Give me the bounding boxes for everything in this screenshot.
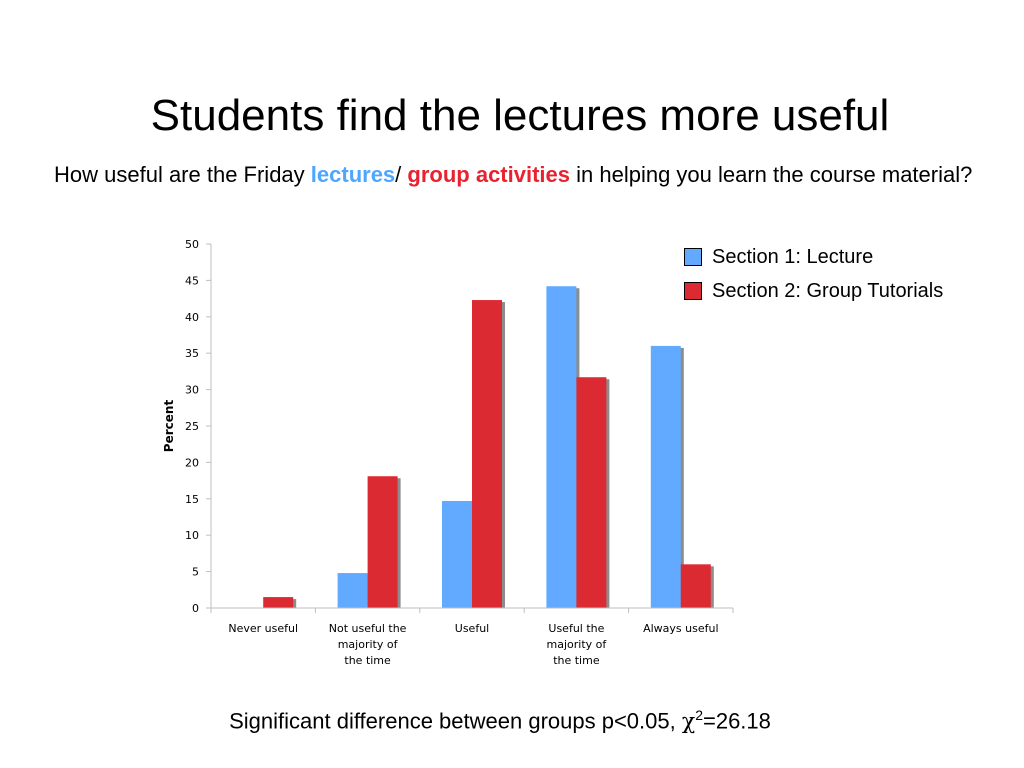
chi-value: =26.18	[702, 708, 771, 734]
x-tick-label: Useful the majority of the time	[547, 622, 608, 667]
y-axis: 0 5 10 15 20 25 30 35 40 45 50	[185, 238, 212, 615]
bar-tutorial	[367, 476, 398, 608]
bar-lecture	[650, 345, 681, 608]
y-tick-label: 40	[185, 311, 199, 324]
question-text-start: How useful are the Friday	[54, 162, 311, 187]
bar-tutorial	[680, 564, 711, 608]
y-tick-label: 45	[185, 274, 199, 287]
bar-tutorial	[263, 597, 294, 608]
bar-tutorial	[472, 300, 502, 608]
legend-swatch-lecture	[684, 248, 702, 266]
x-tick-label: Not useful the majority of the time	[329, 622, 407, 667]
question-text-end: in helping you learn the course material…	[570, 162, 973, 187]
survey-question: How useful are the Friday lectures/ grou…	[54, 160, 994, 190]
y-tick-label: 30	[185, 384, 199, 397]
y-tick-label: 50	[185, 238, 199, 251]
y-tick-label: 15	[185, 493, 199, 506]
question-slash: /	[395, 162, 408, 187]
x-axis: Never useful Not useful the majority of the…	[210, 607, 734, 667]
legend-label-tutorial: Section 2: Group Tutorials	[712, 280, 944, 302]
bar-lecture	[337, 573, 368, 608]
chi-symbol: χ	[681, 709, 696, 735]
bar-lecture	[546, 286, 577, 608]
bar-lecture	[442, 500, 472, 608]
x-tick-label: Always useful	[643, 622, 718, 635]
bars	[263, 286, 714, 608]
legend-label-lecture: Section 1: Lecture	[712, 246, 874, 268]
question-group-highlight: group activities	[407, 162, 570, 187]
legend-item-lecture: Section 1: Lecture	[684, 240, 943, 274]
question-lectures-highlight: lectures	[310, 162, 396, 187]
chi-exponent: 2	[695, 707, 703, 723]
y-tick-label: 5	[192, 566, 199, 579]
footnote-text: Significant difference between groups p<…	[229, 708, 682, 734]
legend-swatch-tutorial	[684, 282, 702, 300]
bar-tutorial	[576, 377, 607, 608]
y-tick-label: 25	[185, 420, 199, 433]
y-tick-label: 10	[185, 529, 199, 542]
slide-title: Students find the lectures more useful	[150, 91, 890, 140]
legend: Section 1: Lecture Section 2: Group Tuto…	[684, 240, 943, 308]
y-tick-label: 35	[185, 347, 199, 360]
y-axis-label: Percent	[162, 400, 176, 453]
y-tick-label: 20	[185, 456, 199, 469]
x-tick-label: Never useful	[228, 622, 298, 635]
legend-item-tutorial: Section 2: Group Tutorials	[684, 274, 943, 308]
y-tick-label: 0	[192, 602, 199, 615]
significance-note: Significant difference between groups p<…	[0, 700, 1000, 737]
x-tick-label: Useful	[455, 622, 489, 635]
